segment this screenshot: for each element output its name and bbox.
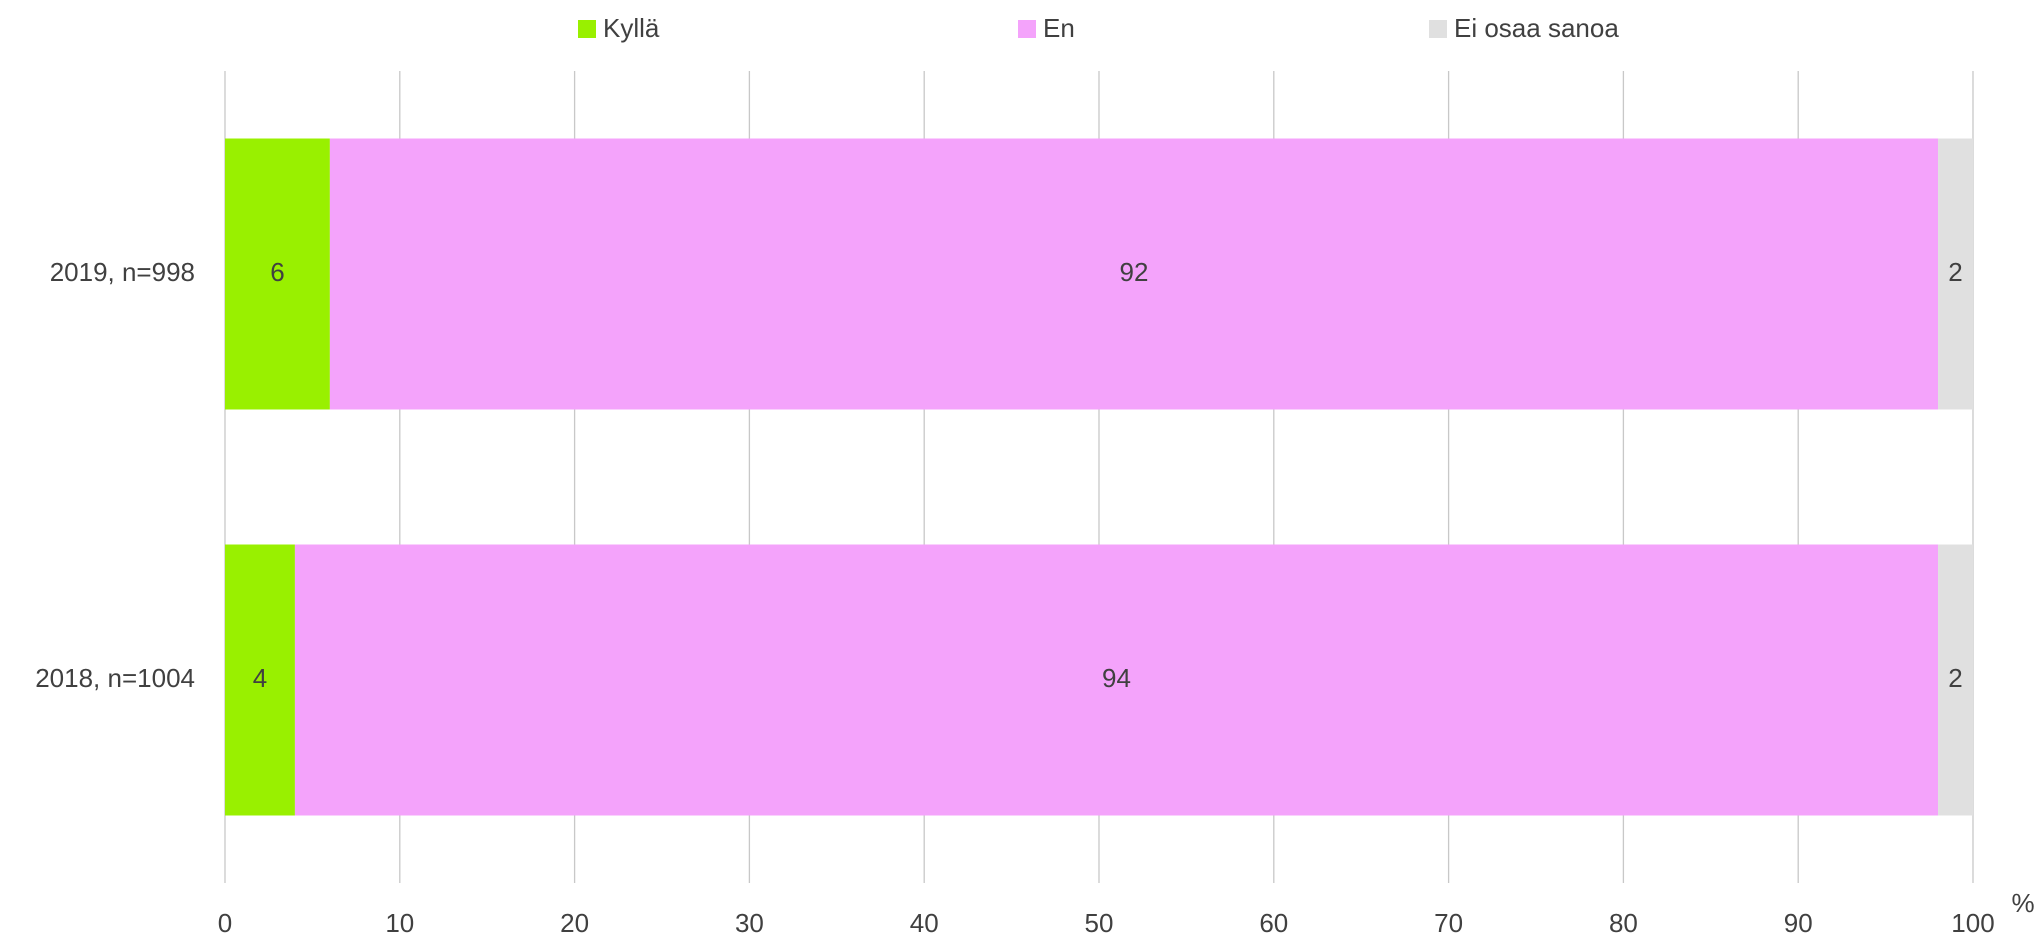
data-label: 6	[270, 257, 284, 287]
x-tick-label: 60	[1259, 908, 1288, 938]
legend-swatch	[578, 20, 596, 38]
x-tick-label: 70	[1434, 908, 1463, 938]
x-tick-label: 10	[385, 908, 414, 938]
x-tick-label: 30	[735, 908, 764, 938]
x-tick-label: 50	[1085, 908, 1114, 938]
x-tick-label: 100	[1951, 908, 1994, 938]
x-tick-label: 40	[910, 908, 939, 938]
bar-segment	[225, 138, 330, 410]
legend-label: Ei osaa sanoa	[1454, 13, 1619, 43]
y-tick-label: 2018, n=1004	[35, 663, 195, 693]
data-label: 4	[253, 663, 267, 693]
bar-segment	[294, 544, 1939, 816]
x-tick-label: 20	[560, 908, 589, 938]
legend-label: Kyllä	[603, 13, 660, 43]
bar-segment	[1938, 544, 1973, 816]
bar-segment	[329, 138, 1939, 410]
legend-label: En	[1043, 13, 1075, 43]
bar-segment	[225, 544, 295, 816]
bar-segment	[1938, 138, 1973, 410]
data-label: 2	[1948, 257, 1962, 287]
x-tick-label: 0	[218, 908, 232, 938]
data-label: 94	[1102, 663, 1131, 693]
x-axis-label: %	[2011, 888, 2034, 918]
x-tick-label: 80	[1609, 908, 1638, 938]
data-label: 2	[1948, 663, 1962, 693]
y-tick-label: 2019, n=998	[50, 257, 195, 287]
legend-swatch	[1018, 20, 1036, 38]
x-tick-label: 90	[1784, 908, 1813, 938]
data-label: 92	[1119, 257, 1148, 287]
legend-swatch	[1429, 20, 1447, 38]
